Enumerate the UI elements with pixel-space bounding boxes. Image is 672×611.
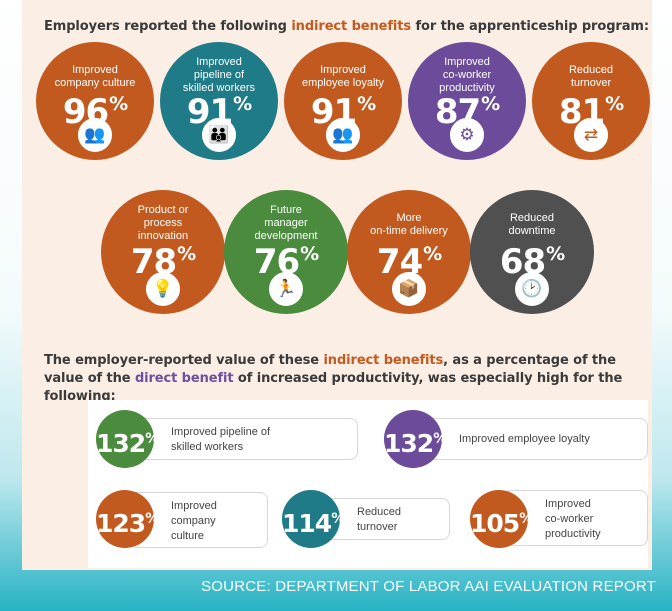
title-highlight: indirect benefits [291,19,412,34]
subtitle-text: The employer-reported value of these [44,353,324,368]
subtitle-highlight-direct: direct benefit [134,371,234,386]
subtitle-text-mid: , as a percentage of the value of the [44,353,616,386]
team-icon: 👥 [326,118,360,152]
benefit-circle: Improved employee loyalty 91% 👥 [284,42,402,160]
benefit-label: Improved co-worker productivity [439,56,495,94]
meeting-icon: 👥 [78,118,112,152]
value-card: Improved pipeline of skilled workers [128,418,358,460]
benefit-label: More on-time delivery [370,212,448,237]
person-transfer-icon: ⇄ [574,118,608,152]
benefit-label: Future manager development [254,204,318,242]
value-card-label: Improved co-worker productivity [545,498,601,540]
source-caption: SOURCE: DEPARTMENT OF LABOR AAI EVALUATI… [201,578,656,595]
value-bubble: 114% [282,490,345,548]
benefit-circle: Product or process innovation 78% 💡 [101,190,225,314]
section-subtitle: The employer-reported value of these ind… [44,352,654,406]
subtitle-highlight-indirect: indirect benefits [323,353,444,368]
benefit-circle: Improved company culture 96% 👥 [36,42,154,160]
value-bubble: 132% [384,410,447,468]
value-card-label: Improved pipeline of skilled workers [171,426,271,453]
benefit-circle: More on-time delivery 74% 📦 [347,190,471,314]
benefit-label: Product or process innovation [137,204,189,242]
value-bubble: 105% [470,490,533,548]
value-card-label: Improved company culture [171,500,217,542]
value-bubble: 123% [96,490,159,548]
value-card: Improved employee loyalty [416,418,648,460]
clock-icon: 🕑 [515,272,549,306]
climbing-person-icon: 🏃 [269,272,303,306]
benefit-circle: Reduced downtime 68% 🕑 [470,190,594,314]
benefit-circle: Future manager development 76% 🏃 [224,190,348,314]
gear-icon: ⚙ [450,118,484,152]
benefit-label: Improved company culture [54,64,136,89]
delivery-box-icon: 📦 [392,272,426,306]
lightbulb-icon: 💡 [146,272,180,306]
group-icon: 👪 [202,118,236,152]
value-card-label: Improved employee loyalty [459,433,590,445]
benefit-label: Improved pipeline of skilled workers [182,56,256,94]
title-text-end: for the apprenticeship program: [411,19,649,34]
value-bubble: 132% [96,410,159,468]
benefit-circle: Improved co-worker productivity 87% ⚙ [408,42,526,160]
benefit-label: Improved employee loyalty [302,64,384,89]
benefit-label: Reduced downtime [508,212,556,237]
page-title: Employers reported the following indirec… [44,19,654,34]
title-text: Employers reported the following [44,19,292,34]
benefit-circle: Reduced turnover 81% ⇄ [532,42,650,160]
value-card-label: Reduced turnover [357,506,402,533]
benefit-label: Reduced turnover [568,64,614,89]
benefit-circle: Improved pipeline of skilled workers 91% 👪 [160,42,278,160]
